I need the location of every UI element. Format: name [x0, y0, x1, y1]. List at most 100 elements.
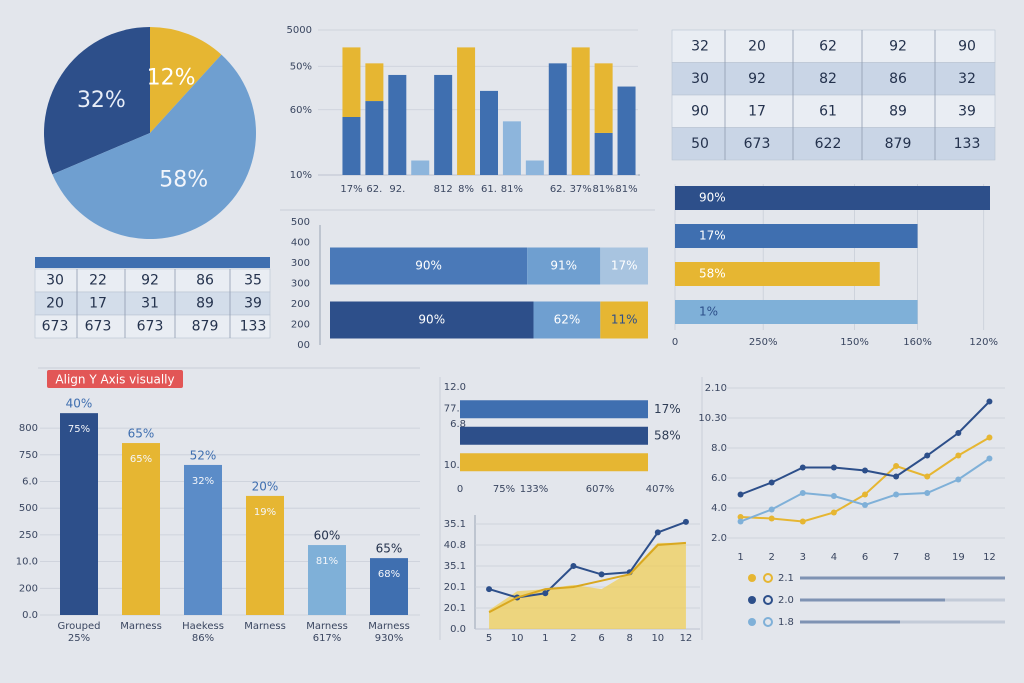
x-tick-label: 5: [486, 633, 492, 644]
y-tick-label: 800: [19, 423, 38, 434]
y-tick-label: 300: [291, 258, 310, 269]
point: [799, 490, 806, 496]
x-tick-label: 8%: [458, 184, 474, 195]
x-tick-sublabel: 86%: [192, 633, 214, 644]
point: [955, 452, 962, 459]
bar: [460, 453, 648, 472]
bar-top-label: 40%: [66, 397, 93, 411]
y-tick-label: 50%: [290, 61, 312, 72]
bar-segment: [330, 247, 528, 285]
table-cell: 17: [89, 296, 107, 312]
y-tick-label: 35.1: [444, 519, 466, 530]
x-tick-label: Marness: [368, 621, 410, 632]
bar-inner-label: 65%: [130, 454, 152, 465]
y-tick-label: 60%: [290, 105, 312, 116]
y-tick-label: 200: [291, 299, 310, 310]
bar-segment: [600, 247, 648, 285]
table-cell: 30: [46, 273, 64, 289]
table-cell: 92: [141, 273, 159, 289]
bar: [675, 262, 880, 286]
point: [862, 502, 868, 508]
bar: [122, 443, 160, 615]
table-cell: 39: [958, 103, 976, 119]
y-tick-label: 500: [291, 217, 310, 228]
y-tick-label: 200: [19, 583, 38, 594]
table-cell: 82: [819, 71, 837, 87]
y-tick-label: 4.0: [711, 503, 727, 514]
segment-label: 90%: [418, 313, 445, 327]
x-tick-label: 10: [511, 633, 524, 644]
y-tick-label: 6.0: [22, 477, 38, 488]
point: [799, 518, 806, 525]
point: [682, 518, 689, 525]
x-tick-label: 19: [952, 552, 965, 563]
point: [955, 476, 962, 483]
table-cell: 86: [196, 273, 214, 289]
bar-label: 90%: [699, 191, 726, 205]
title-badge: [47, 370, 183, 388]
x-tick-label: 8: [627, 633, 633, 644]
y-tick-label: 10%: [290, 170, 312, 181]
pie-slice: [43, 27, 151, 175]
x-tick-label: 75%: [493, 484, 515, 495]
point: [570, 563, 577, 569]
point: [986, 455, 993, 462]
y-tick-label: 5000: [287, 25, 312, 36]
legend-marker: [748, 596, 756, 604]
table-cell: 92: [748, 71, 766, 87]
x-tick-label: 133%: [520, 484, 549, 495]
segment-label: 91%: [550, 259, 577, 273]
y-tick-label: 2.10: [705, 383, 727, 394]
x-tick-label: 81%: [592, 184, 614, 195]
bar-label: 17%: [654, 402, 681, 416]
bar-top-label: 52%: [190, 448, 217, 462]
point: [924, 490, 931, 496]
bar-segment: [411, 160, 430, 175]
x-tick-label: 81%: [501, 184, 523, 195]
table-cell: 32: [958, 71, 976, 87]
chart-title: Align Y Axis visually: [55, 373, 174, 387]
x-tick-label: 1: [737, 552, 743, 563]
table-cell: 622: [815, 136, 842, 152]
bar-segment: [600, 301, 648, 339]
y-tick-label: 20.1: [444, 582, 466, 593]
x-tick-label: 8: [924, 552, 930, 563]
x-tick-label: 607%: [586, 484, 615, 495]
x-tick-label: 120%: [969, 337, 998, 348]
x-tick-label: Marness: [120, 621, 162, 632]
line: [488, 541, 687, 614]
bar-segment: [548, 63, 567, 175]
bar: [184, 464, 222, 615]
table-cell: 673: [137, 319, 164, 335]
pie-label: 58%: [159, 168, 208, 193]
bar-segment: [594, 63, 613, 133]
bar-segment: [388, 74, 407, 175]
point: [830, 493, 837, 499]
table-cell: 20: [748, 38, 766, 54]
point: [924, 452, 931, 459]
point: [893, 491, 900, 498]
x-tick-label: 150%: [840, 337, 869, 348]
legend-label: 2.1: [778, 573, 794, 584]
bar-segment: [365, 63, 384, 102]
y-tick-label: 500: [19, 503, 38, 514]
legend-marker: [748, 618, 756, 626]
table-row: [671, 62, 996, 96]
y-tick-label: 750: [19, 450, 38, 461]
point: [893, 473, 900, 480]
legend-label: 2.0: [778, 595, 794, 606]
bar-label: 1%: [699, 305, 718, 319]
table-cell: 20: [46, 296, 64, 312]
point: [486, 586, 493, 593]
point: [598, 571, 605, 578]
table-cell: 39: [244, 296, 262, 312]
point: [830, 509, 837, 516]
x-tick-label: Haekess: [182, 621, 224, 632]
x-tick-label: Grouped: [58, 621, 101, 632]
bar-label: 17%: [699, 229, 726, 243]
x-tick-label: 37%: [570, 184, 592, 195]
point: [737, 518, 744, 525]
bar-inner-label: 81%: [316, 556, 338, 567]
x-tick-label: 2: [768, 552, 774, 563]
table-cell: 673: [85, 319, 112, 335]
